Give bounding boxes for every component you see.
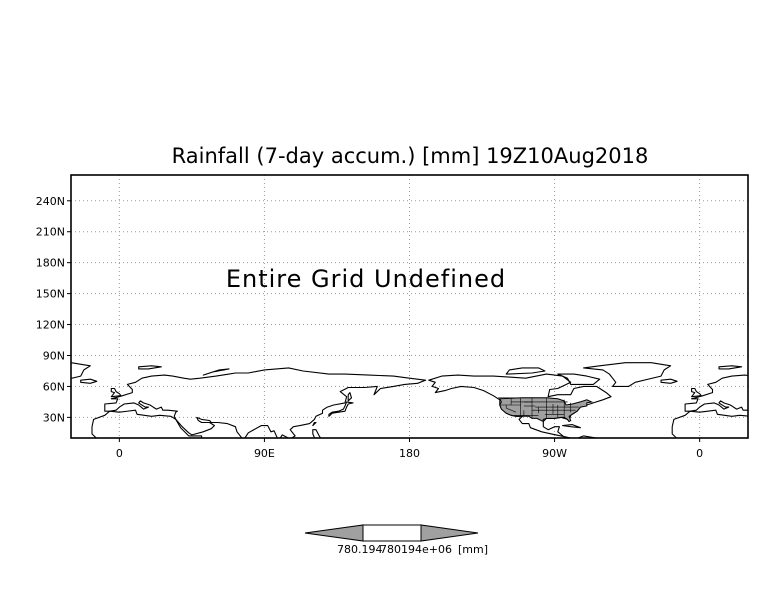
- coastline-greenland: [583, 362, 672, 387]
- coastlines: [0, 362, 781, 502]
- lat-tick-label: 60N: [43, 380, 65, 393]
- colorbar-middle-box: [362, 524, 422, 542]
- coastline-south-america: [576, 435, 599, 438]
- lon-tick-label: 90E: [254, 447, 275, 460]
- coastline-taiwan: [312, 421, 317, 427]
- colorbar-label-max: 780194e+06: [380, 543, 452, 556]
- colorbar-left-triangle: [304, 524, 364, 542]
- map-frame: [70, 174, 749, 439]
- coastline-eurasia: [104, 367, 427, 438]
- lon-tick-label: 0: [116, 447, 123, 460]
- coastline-africa: [91, 409, 203, 438]
- coastline-eurasia: [684, 374, 748, 412]
- coastline-north-america: [428, 373, 612, 438]
- colorbar-label-unit: [mm]: [458, 543, 488, 556]
- coastline-britain: [110, 387, 122, 398]
- coastline-novaya-zemlya: [202, 368, 230, 376]
- coastline-baffin: [557, 373, 601, 385]
- coastline-iceland: [80, 378, 98, 384]
- lon-tick-label: 180: [399, 447, 420, 460]
- coastline-sumatra: [273, 443, 291, 454]
- coastline-svalbard: [718, 365, 743, 370]
- coastline-arctic-islands: [505, 367, 546, 375]
- coastline-north-america: [0, 374, 31, 440]
- coastline-madagascar: [190, 461, 200, 474]
- coastline-cuba: [562, 424, 581, 429]
- colorbar: 780.194 780194e+06 [mm]: [304, 524, 488, 556]
- graticule-grid: [71, 175, 748, 438]
- coastline-borneo: [295, 441, 311, 451]
- coastline-iceland: [660, 378, 678, 384]
- coastline-new-guinea: [331, 449, 362, 457]
- state-border: [505, 405, 517, 413]
- lon-tick-label: 0: [696, 447, 703, 460]
- coastline-madagascar: [771, 461, 781, 474]
- longitude-tick-labels: 0 90E 180 90W 0: [116, 438, 703, 460]
- lat-tick-label: 240N: [36, 195, 65, 208]
- coastline-japan: [328, 401, 354, 417]
- coastline-sakhalin: [347, 392, 353, 402]
- coastline-philippines: [312, 429, 322, 438]
- coastline-south-america: [0, 436, 63, 502]
- shaded-region-usa: [498, 397, 594, 423]
- lat-tick-label: 150N: [36, 288, 65, 301]
- lat-tick-label: 120N: [36, 319, 65, 332]
- lon-tick-label: 90W: [542, 447, 567, 460]
- undefined-grid-message: Entire Grid Undefined: [226, 265, 506, 293]
- coastline-africa: [671, 409, 748, 438]
- colorbar-label-min: 780.194: [337, 543, 383, 556]
- lat-tick-label: 210N: [36, 226, 65, 239]
- coastline-baffin: [0, 374, 19, 384]
- latitude-tick-labels: 30N 60N 90N 120N 150N 180N 210N 240N: [36, 195, 71, 424]
- map-title: Rainfall (7-day accum.) [mm] 19Z10Aug201…: [172, 144, 649, 168]
- lat-tick-label: 180N: [36, 257, 65, 270]
- coastline-britain: [691, 387, 702, 398]
- colorbar-right-triangle: [420, 524, 479, 542]
- lat-tick-label: 30N: [43, 411, 65, 424]
- coastline-svalbard: [138, 365, 162, 370]
- lat-tick-label: 90N: [43, 349, 65, 362]
